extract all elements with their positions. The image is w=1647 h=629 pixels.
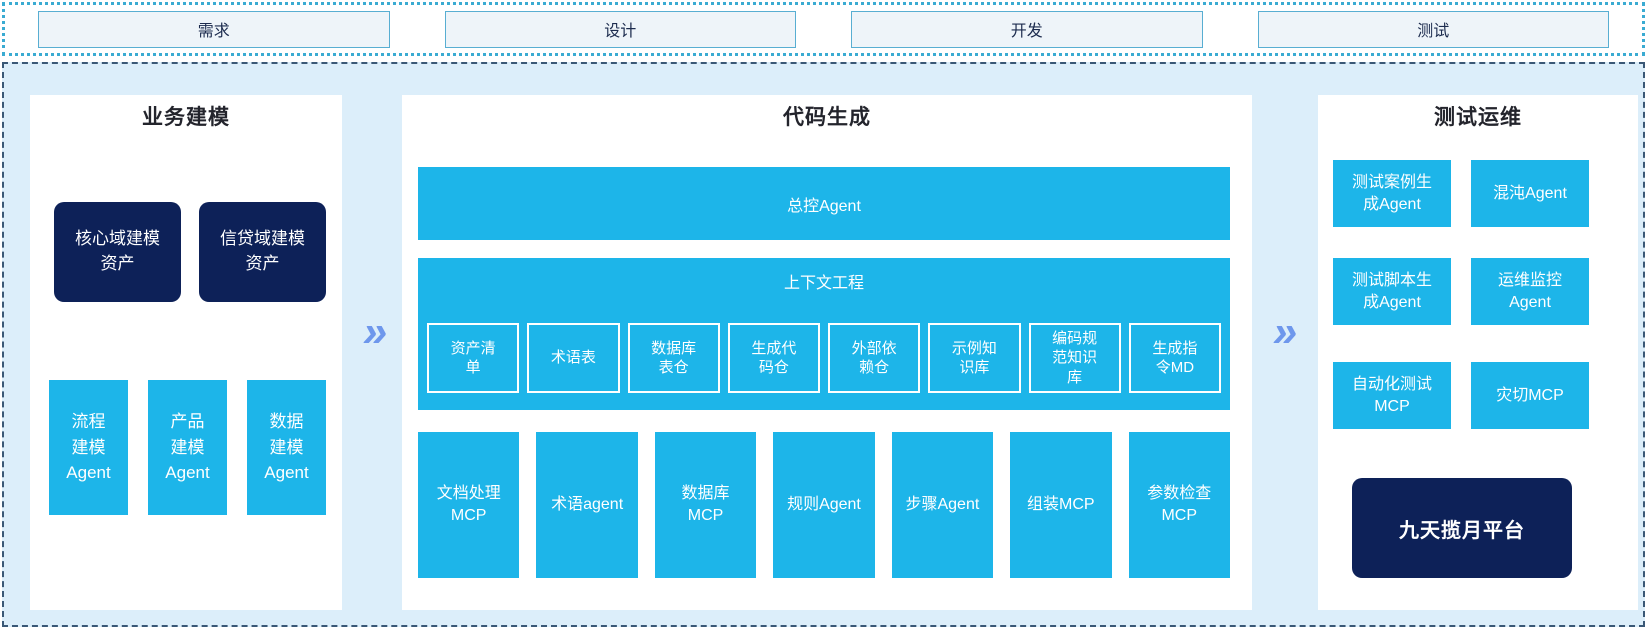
flow-arrow-2: » [1255, 310, 1315, 354]
executor-glossary-agent: 术语agent [536, 432, 638, 578]
panel-title-business-modeling: 业务建模 [142, 106, 230, 129]
test-ops-row-2: 测试脚本生 成Agent 运维监控 Agent [1333, 258, 1589, 325]
ops-monitoring-agent-box: 运维监控 Agent [1471, 258, 1589, 325]
executor-step-agent: 步骤Agent [891, 432, 994, 578]
agent-box-product-modeling: 产品 建模 Agent [148, 380, 227, 515]
context-engineering-container: 上下文工程 资产清 单 术语表 数据库 表仓 生成代 码仓 外部依 赖仓 示例知… [418, 258, 1230, 410]
panel-title-code-generation: 代码生成 [783, 106, 871, 129]
double-chevron-icon: » [1272, 307, 1298, 356]
disaster-switch-mcp-box: 灾切MCP [1471, 362, 1589, 429]
agent-box-process-modeling: 流程 建模 Agent [49, 380, 128, 515]
flow-arrow-1: » [345, 310, 405, 354]
phase-box-requirements: 需求 [38, 10, 390, 48]
context-item-example-knowledge-base: 示例知 识库 [928, 323, 1021, 393]
test-case-gen-agent-box: 测试案例生 成Agent [1333, 160, 1451, 227]
panel-business-modeling: 业务建模 核心域建模 资产 信贷域建模 资产 流程 建模 Agent 产品 建模… [30, 95, 342, 610]
panel-title-test-ops: 测试运维 [1434, 106, 1522, 129]
context-item-external-dependency-repo: 外部依 赖仓 [828, 323, 921, 393]
panel-code-generation: 代码生成 总控Agent 上下文工程 资产清 单 术语表 数据库 表仓 生成代 … [402, 95, 1252, 610]
panel-test-ops: 测试运维 测试案例生 成Agent 混沌Agent 测试脚本生 成Agent 运… [1318, 95, 1638, 610]
executor-doc-processing-mcp: 文档处理 MCP [418, 432, 520, 578]
context-item-generation-instruction-md: 生成指 令MD [1128, 323, 1221, 393]
jiutian-lanyue-platform-box: 九天揽月平台 [1352, 478, 1572, 578]
executor-database-mcp: 数据库 MCP [654, 432, 757, 578]
master-agent-bar: 总控Agent [418, 167, 1230, 240]
chaos-agent-box: 混沌Agent [1471, 160, 1589, 227]
phase-box-testing: 测试 [1257, 10, 1609, 48]
automated-test-mcp-box: 自动化测试 MCP [1333, 362, 1451, 429]
context-item-glossary: 术语表 [527, 323, 620, 393]
double-chevron-icon: » [362, 307, 388, 356]
test-ops-row-3: 自动化测试 MCP 灾切MCP [1333, 362, 1589, 429]
executor-param-check-mcp: 参数检查 MCP [1128, 432, 1230, 578]
modeling-agent-row: 流程 建模 Agent 产品 建模 Agent 数据 建模 Agent [49, 380, 326, 515]
phase-box-design: 设计 [444, 10, 796, 48]
context-item-db-table-repo: 数据库 表仓 [627, 323, 720, 393]
test-ops-row-1: 测试案例生 成Agent 混沌Agent [1333, 160, 1589, 227]
modeling-asset-row: 核心域建模 资产 信贷域建模 资产 [54, 202, 326, 302]
phase-strip: 需求 设计 开发 测试 [2, 2, 1645, 56]
executor-row: 文档处理 MCP 术语agent 数据库 MCP 规则Agent 步骤Agent… [418, 432, 1230, 578]
asset-box-core-domain: 核心域建模 资产 [54, 202, 181, 302]
phase-box-development: 开发 [851, 10, 1203, 48]
test-script-gen-agent-box: 测试脚本生 成Agent [1333, 258, 1451, 325]
context-item-generated-code-repo: 生成代 码仓 [727, 323, 820, 393]
asset-box-credit-domain: 信贷域建模 资产 [199, 202, 326, 302]
context-item-row: 资产清 单 术语表 数据库 表仓 生成代 码仓 外部依 赖仓 示例知 识库 编码… [427, 323, 1221, 393]
context-item-asset-list: 资产清 单 [427, 323, 520, 393]
main-area: 业务建模 核心域建模 资产 信贷域建模 资产 流程 建模 Agent 产品 建模… [2, 62, 1645, 627]
executor-rule-agent: 规则Agent [773, 432, 875, 578]
context-engineering-title: 上下文工程 [783, 275, 864, 292]
agent-box-data-modeling: 数据 建模 Agent [247, 380, 326, 515]
context-item-coding-standard-knowledge-base: 编码规 范知识 库 [1028, 323, 1121, 393]
executor-assembly-mcp: 组装MCP [1010, 432, 1112, 578]
